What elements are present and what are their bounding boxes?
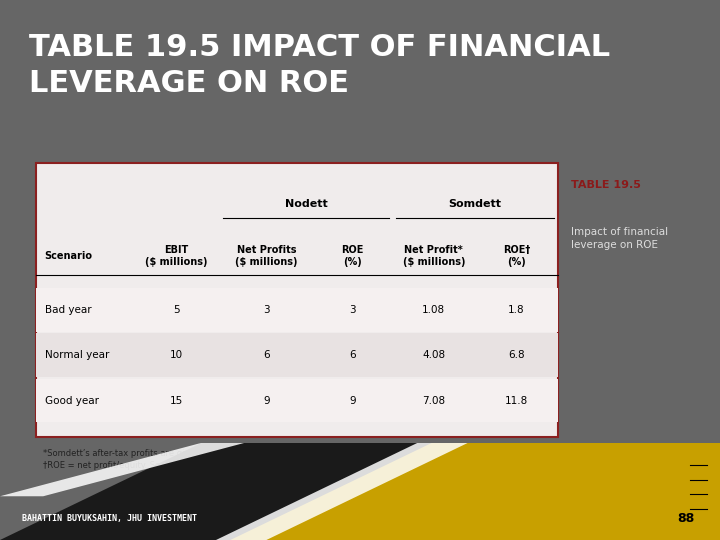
Text: 3: 3	[263, 305, 270, 315]
Polygon shape	[0, 443, 432, 540]
Text: 5: 5	[173, 305, 180, 315]
Text: Nodett: Nodett	[284, 199, 328, 208]
Text: TABLE 19.5 IMPACT OF FINANCIAL
LEVERAGE ON ROE: TABLE 19.5 IMPACT OF FINANCIAL LEVERAGE …	[29, 33, 610, 98]
FancyBboxPatch shape	[36, 333, 558, 377]
Text: 6: 6	[263, 350, 270, 360]
Text: EBIT
($ millions): EBIT ($ millions)	[145, 245, 207, 267]
Text: ROE
(%): ROE (%)	[341, 245, 364, 267]
Text: BAHATTIN BUYUKSAHIN, JHU INVESTMENT: BAHATTIN BUYUKSAHIN, JHU INVESTMENT	[22, 514, 197, 523]
Text: 4.08: 4.08	[422, 350, 446, 360]
FancyBboxPatch shape	[36, 379, 558, 422]
Text: 1.8: 1.8	[508, 305, 525, 315]
Text: Normal year: Normal year	[45, 350, 109, 360]
Text: 6.8: 6.8	[508, 350, 525, 360]
Text: 9: 9	[349, 395, 356, 406]
Text: 6: 6	[349, 350, 356, 360]
Text: Scenario: Scenario	[45, 251, 93, 261]
Text: 15: 15	[170, 395, 183, 406]
Text: Net Profits
($ millions): Net Profits ($ millions)	[235, 245, 297, 267]
FancyBboxPatch shape	[36, 163, 558, 437]
Text: *Somdett’s after-tax profits are given by .6(EBIT − $3.2 million).
†ROE = net pr: *Somdett’s after-tax profits are given b…	[43, 449, 313, 470]
Text: Impact of financial
leverage on ROE: Impact of financial leverage on ROE	[571, 227, 668, 250]
Polygon shape	[202, 443, 720, 540]
Text: TABLE 19.5: TABLE 19.5	[571, 180, 641, 191]
Text: 11.8: 11.8	[505, 395, 528, 406]
FancyBboxPatch shape	[36, 288, 558, 332]
Text: Good year: Good year	[45, 395, 99, 406]
Polygon shape	[216, 443, 468, 540]
Text: Bad year: Bad year	[45, 305, 91, 315]
Text: 10: 10	[170, 350, 183, 360]
Text: 88: 88	[678, 512, 695, 525]
Text: Net Profit*
($ millions): Net Profit* ($ millions)	[402, 245, 465, 267]
Text: 1.08: 1.08	[422, 305, 446, 315]
Text: 3: 3	[349, 305, 356, 315]
Text: Somdett: Somdett	[449, 199, 502, 208]
Polygon shape	[0, 443, 245, 496]
Text: 9: 9	[263, 395, 270, 406]
Text: 7.08: 7.08	[422, 395, 446, 406]
Text: ROE†
(%): ROE† (%)	[503, 245, 530, 267]
